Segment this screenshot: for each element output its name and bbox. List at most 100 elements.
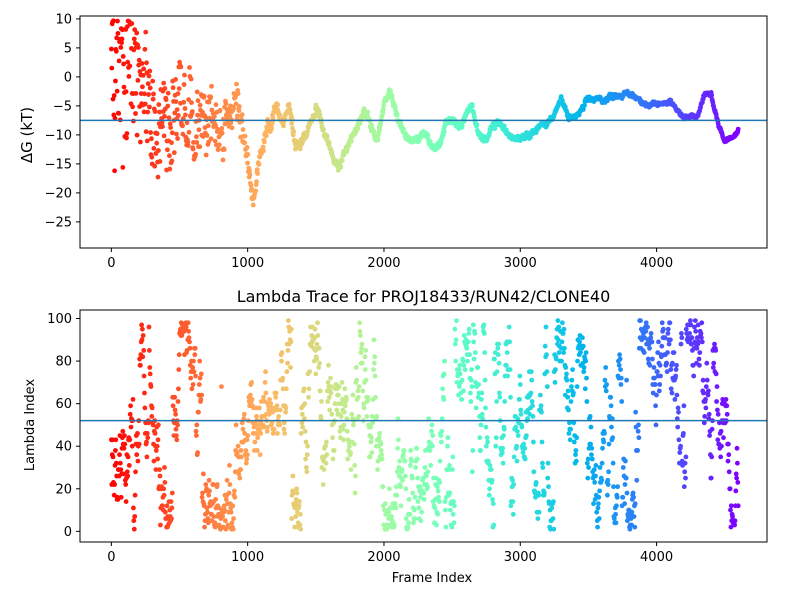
energy-point [184,120,190,126]
lambda-point [652,375,657,381]
energy-point [118,45,124,50]
energy-point [139,61,145,66]
lambda-point [573,448,579,453]
energy-point [197,102,203,108]
energy-point [194,89,200,95]
energy-point [189,100,194,105]
lambda-point [681,403,687,409]
lambda-point [351,422,356,428]
lambda-point [483,405,488,411]
lambda-point [368,439,374,445]
lambda-point [703,405,709,411]
lambda-point [709,426,715,432]
energy-point [190,146,196,152]
lambda-point [300,424,306,430]
y-tick-label: −20 [45,186,72,201]
lambda-point [514,458,520,464]
energy-point [109,46,114,52]
lambda-point [371,337,377,343]
lambda-point [666,341,672,347]
lambda-point [200,490,205,496]
lambda-point [201,471,206,477]
lambda-point [613,511,618,517]
lambda-point [678,341,684,347]
lambda-point [232,488,237,494]
lambda-point [735,503,741,509]
lambda-point [620,494,626,500]
energy-point [203,152,209,158]
lambda-point [362,367,368,372]
energy-point [245,152,251,157]
lambda-point [442,499,448,504]
energy-point [286,101,292,107]
lambda-point [446,467,452,472]
lambda-point [140,354,146,360]
lambda-point [279,350,285,355]
energy-point [255,171,261,176]
lambda-point [378,448,384,453]
lambda-point [304,465,309,470]
energy-point [178,64,184,70]
lambda-point [624,490,630,496]
lambda-point [152,431,158,436]
lambda-point [704,360,710,366]
energy-point [245,160,250,166]
lambda-point [452,341,458,347]
lambda-point [269,420,275,426]
energy-point [247,172,253,178]
energy-point [461,118,467,124]
lambda-point [140,333,146,338]
lambda-point [122,441,128,447]
lambda-point [405,524,411,530]
energy-point [174,107,180,112]
energy-point [181,82,187,87]
lambda-point [609,424,614,430]
energy-point [240,127,246,132]
lambda-point [118,467,124,472]
lambda-point [634,477,640,483]
lambda-point [479,397,484,402]
lambda-point [239,420,245,426]
lambda-point [496,341,501,347]
lambda-point [369,450,375,455]
lambda-point [110,454,116,460]
lambda-point [406,497,412,502]
lambda-point [632,501,638,507]
lambda-point [507,367,513,372]
lambda-point [210,482,216,487]
lambda-point [535,516,541,521]
lambda-point [445,443,450,449]
lambda-point [699,339,705,345]
lambda-point [126,463,132,468]
lambda-point [714,384,720,389]
lambda-point [263,390,269,396]
lambda-point [623,475,629,481]
lambda-point [303,439,309,445]
energy-point [194,140,200,145]
energy-point [186,129,192,135]
lambda-point [280,375,286,381]
energy-point [182,106,188,111]
lambda-point [410,490,416,496]
lambda-point [328,390,334,396]
lambda-point [220,514,226,519]
lambda-point [197,375,203,381]
lambda-point [409,458,414,464]
lambda-point [131,526,137,532]
lambda-point [186,328,192,334]
lambda-point [294,490,300,496]
energy-point [150,96,156,102]
lambda-point [255,435,261,441]
lambda-point [447,490,453,496]
lambda-point [387,505,393,511]
lambda-point [169,516,174,521]
lambda-point [635,448,640,453]
lambda-point [196,382,202,387]
lambda-point [500,460,506,466]
lambda-point [265,424,270,430]
lambda-point [549,505,555,511]
lambda-point [360,360,365,366]
lambda-point [120,428,126,434]
lambda-point [618,382,624,387]
lambda-point [264,428,270,434]
